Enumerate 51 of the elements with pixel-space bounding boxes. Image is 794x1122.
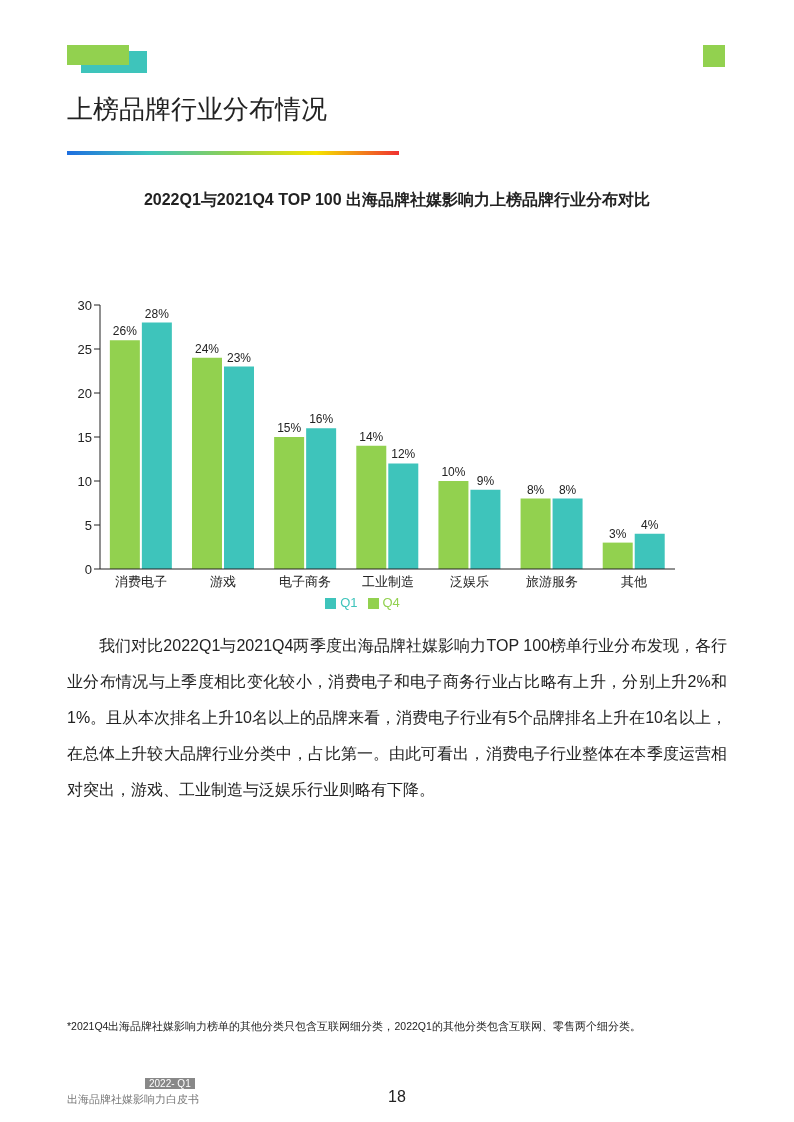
y-tick-label: 30 bbox=[77, 297, 92, 313]
bar bbox=[224, 366, 254, 569]
data-label: 28% bbox=[144, 306, 170, 321]
data-label: 24% bbox=[194, 341, 220, 356]
bar bbox=[141, 322, 172, 569]
data-label: 12% bbox=[391, 447, 416, 462]
x-tick-label: 旅游服务 bbox=[525, 574, 578, 590]
data-label: 14% bbox=[359, 429, 384, 444]
bar bbox=[602, 542, 633, 569]
x-tick-label: 工业制造 bbox=[361, 574, 414, 590]
chart-title: 上榜品牌行业分布情况 bbox=[67, 93, 327, 126]
text: 2022- Q1 bbox=[145, 1078, 195, 1089]
y-tick-label: 0 bbox=[84, 561, 92, 577]
data-label: 4% bbox=[641, 517, 659, 532]
bar bbox=[274, 437, 305, 569]
bar bbox=[388, 463, 419, 569]
y-tick-label: 10 bbox=[77, 473, 92, 489]
bar bbox=[552, 498, 583, 569]
x-tick-label: 消费电子 bbox=[115, 574, 168, 590]
chart-subtitle: 2022Q1与2021Q4 TOP 100 出海品牌社媒影响力上榜品牌行业分布对比 bbox=[142, 190, 652, 210]
bar bbox=[634, 533, 665, 569]
x-tick-label: 泛娱乐 bbox=[450, 574, 490, 590]
text: 出海品牌社媒影响力白皮书 bbox=[67, 1092, 199, 1107]
y-tick-label: 5 bbox=[84, 517, 92, 533]
y-tick-label: 20 bbox=[77, 385, 92, 401]
legend-label: Q1 bbox=[340, 595, 358, 610]
text: 18 bbox=[387, 1088, 407, 1106]
bar bbox=[109, 340, 140, 569]
bar bbox=[470, 489, 501, 569]
bar bbox=[356, 445, 387, 569]
text: 我们对比2022Q1与2021Q4两季度出海品牌社媒影响力TOP 100榜单行业分布发现，各行业分布情况与上季度相比变化较小，消费电子和电子商务行业占比略有上升，分别上升2%和1%。且从本次排名上升10名以上的品牌来看，消费电子行业有5个品牌排名上升在10名以上，在总体上升较大品牌行业分类中，占比第一。由此可看出，消费电子行业整体在本季度运营相对突出，游戏、工业制造与泛娱乐行业则略有下降。 bbox=[67, 636, 727, 800]
bar bbox=[520, 498, 551, 569]
bar bbox=[306, 428, 337, 569]
data-label: 8% bbox=[558, 482, 577, 497]
x-tick-label: 游戏 bbox=[210, 574, 237, 590]
y-tick-label: 25 bbox=[77, 341, 92, 357]
x-tick-label: 电子商务 bbox=[279, 574, 332, 590]
x-tick-label: 其他 bbox=[620, 574, 647, 590]
legend-label: Q4 bbox=[382, 595, 400, 610]
data-label: 16% bbox=[309, 412, 334, 427]
text: *2021Q4出海品牌社媒影响力榜单的其他分类只包含互联网细分类，2022Q1的其他分类包含互联网、零售两个细分类。 bbox=[67, 1020, 642, 1034]
y-tick-label: 15 bbox=[77, 429, 92, 445]
data-label: 23% bbox=[226, 350, 252, 365]
data-label: 15% bbox=[277, 421, 302, 435]
bar bbox=[438, 481, 469, 569]
data-label: 3% bbox=[609, 526, 627, 541]
data-label: 10% bbox=[441, 465, 466, 479]
bar bbox=[192, 357, 222, 569]
data-label: 9% bbox=[476, 473, 495, 488]
data-label: 26% bbox=[112, 324, 138, 339]
data-label: 8% bbox=[526, 482, 545, 497]
